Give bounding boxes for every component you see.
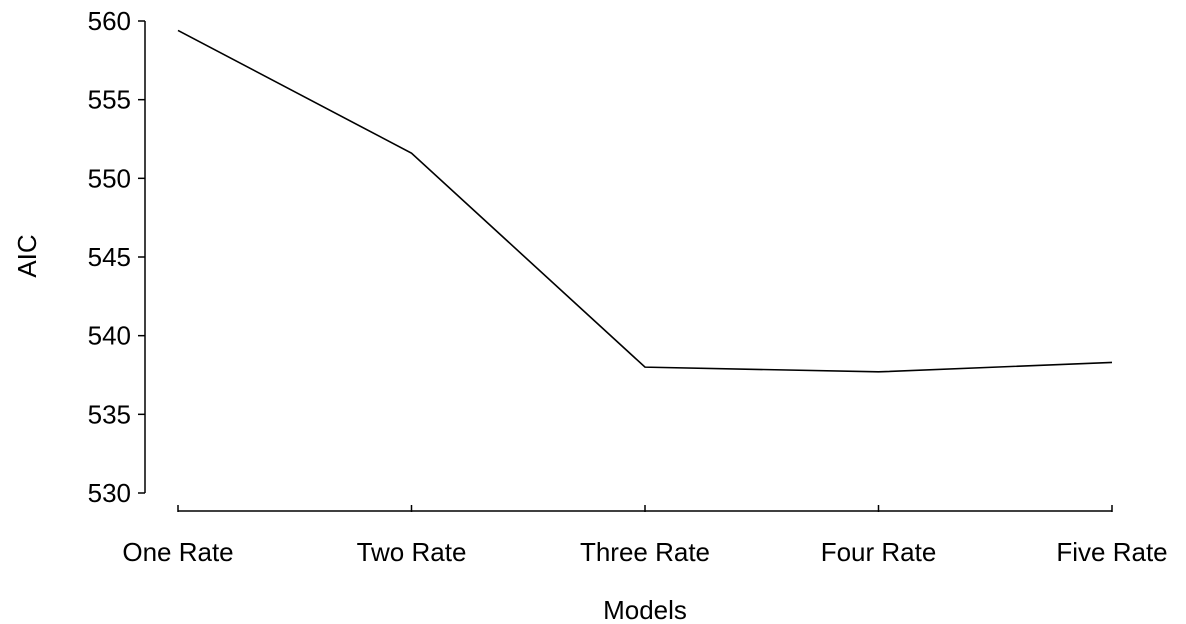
y-tick-label-560: 560 [88,6,131,36]
y-axis: 530 535 540 545 550 555 560 [88,6,146,508]
y-tick-label-550: 550 [88,163,131,193]
x-tick-label-four-rate: Four Rate [821,537,937,567]
x-axis-title: Models [603,595,687,624]
y-axis-title: AIC [12,234,42,277]
x-tick-label-one-rate: One Rate [122,537,233,567]
y-tick-label-540: 540 [88,321,131,351]
y-tick-label-555: 555 [88,85,131,115]
y-tick-label-530: 530 [88,478,131,508]
series-layer [177,29,1113,373]
y-tick-label-535: 535 [88,399,131,429]
series-line-0 [177,29,1113,373]
x-tick-label-five-rate: Five Rate [1056,537,1167,567]
x-tick-label-two-rate: Two Rate [357,537,467,567]
x-axis: One Rate Two Rate Three Rate Four Rate Five … [122,505,1168,567]
y-tick-label-545: 545 [88,242,131,272]
x-tick-label-three-rate: Three Rate [580,537,710,567]
